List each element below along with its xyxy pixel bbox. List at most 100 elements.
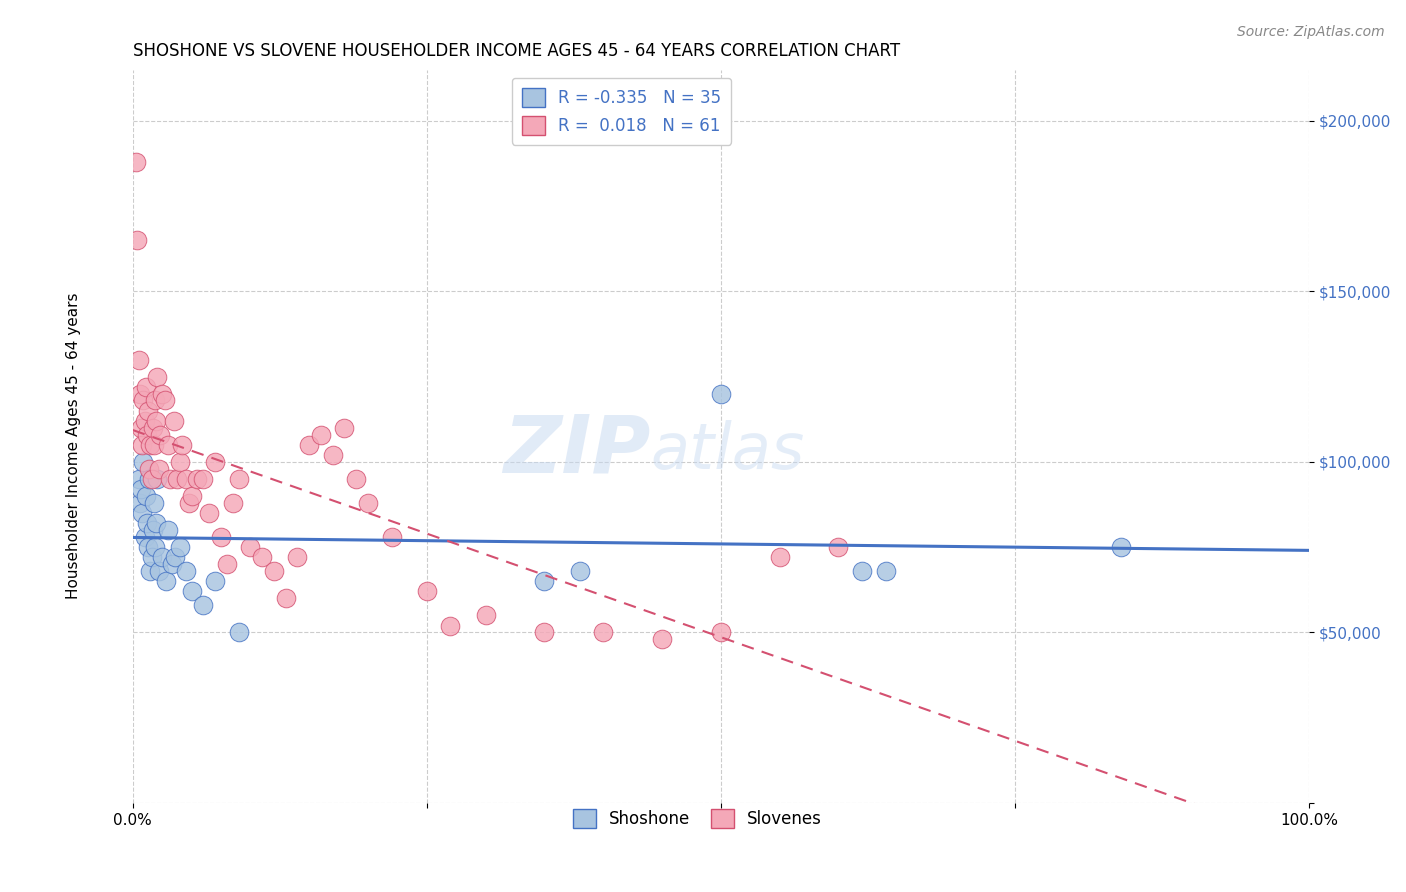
Point [333, 421, 356, 435]
Point [263, 564, 285, 578]
Text: ZIP: ZIP [503, 412, 651, 490]
Point [148, 564, 170, 578]
Point [145, 414, 167, 428]
Point [165, 550, 187, 565]
Point [228, 472, 250, 486]
Point [139, 438, 162, 452]
Point [274, 591, 297, 606]
Point [134, 530, 156, 544]
Point [180, 489, 202, 503]
Point [153, 393, 176, 408]
Point [172, 438, 194, 452]
Point [439, 618, 461, 632]
Point [533, 574, 555, 589]
Point [163, 414, 186, 428]
Point [129, 421, 152, 435]
Point [146, 369, 169, 384]
Point [875, 564, 897, 578]
Point [215, 558, 238, 572]
Point [139, 564, 162, 578]
Point [357, 496, 380, 510]
Point [145, 516, 167, 531]
Point [174, 564, 197, 578]
Point [157, 523, 180, 537]
Point [131, 438, 153, 452]
Point [204, 455, 226, 469]
Point [138, 461, 160, 475]
Point [309, 427, 332, 442]
Point [128, 386, 150, 401]
Point [134, 414, 156, 428]
Point [193, 472, 215, 486]
Point [769, 550, 792, 565]
Point [143, 540, 166, 554]
Text: SHOSHONE VS SLOVENE HOUSEHOLDER INCOME AGES 45 - 64 YEARS CORRELATION CHART: SHOSHONE VS SLOVENE HOUSEHOLDER INCOME A… [132, 42, 900, 60]
Legend: Shoshone, Slovenes: Shoshone, Slovenes [567, 803, 828, 835]
Point [533, 625, 555, 640]
Point [169, 455, 191, 469]
Point [651, 632, 673, 647]
Point [186, 472, 208, 486]
Point [169, 540, 191, 554]
Point [143, 438, 166, 452]
Point [135, 516, 157, 531]
Point [166, 472, 188, 486]
Point [568, 564, 591, 578]
Point [250, 550, 273, 565]
Point [128, 496, 150, 510]
Point [228, 625, 250, 640]
Point [298, 438, 321, 452]
Point [132, 455, 155, 469]
Text: Householder Income Ages 45 - 64 years: Householder Income Ages 45 - 64 years [66, 293, 80, 599]
Point [138, 472, 160, 486]
Text: Source: ZipAtlas.com: Source: ZipAtlas.com [1237, 25, 1385, 39]
Point [143, 496, 166, 510]
Point [710, 386, 733, 401]
Point [142, 421, 165, 435]
Point [135, 427, 157, 442]
Point [474, 608, 496, 623]
Point [204, 574, 226, 589]
Point [1109, 540, 1132, 554]
Point [416, 584, 439, 599]
Point [222, 496, 245, 510]
Point [710, 625, 733, 640]
Point [143, 393, 166, 408]
Point [193, 598, 215, 612]
Point [149, 427, 172, 442]
Point [380, 530, 402, 544]
Point [592, 625, 614, 640]
Point [148, 461, 170, 475]
Point [136, 403, 159, 417]
Point [150, 386, 173, 401]
Point [129, 482, 152, 496]
Point [344, 472, 367, 486]
Point [287, 550, 309, 565]
Point [827, 540, 849, 554]
Point [851, 564, 873, 578]
Point [135, 380, 157, 394]
Point [125, 154, 148, 169]
Point [135, 489, 157, 503]
Point [209, 530, 232, 544]
Point [150, 550, 173, 565]
Point [174, 472, 197, 486]
Point [157, 438, 180, 452]
Point [180, 584, 202, 599]
Point [132, 393, 155, 408]
Point [322, 448, 344, 462]
Text: atlas: atlas [651, 420, 804, 482]
Point [198, 506, 221, 520]
Point [127, 233, 149, 247]
Point [128, 472, 150, 486]
Point [128, 352, 150, 367]
Point [136, 540, 159, 554]
Point [146, 472, 169, 486]
Point [155, 574, 177, 589]
Point [160, 558, 183, 572]
Point [131, 506, 153, 520]
Point [239, 540, 262, 554]
Point [159, 472, 181, 486]
Point [141, 550, 163, 565]
Point [141, 472, 163, 486]
